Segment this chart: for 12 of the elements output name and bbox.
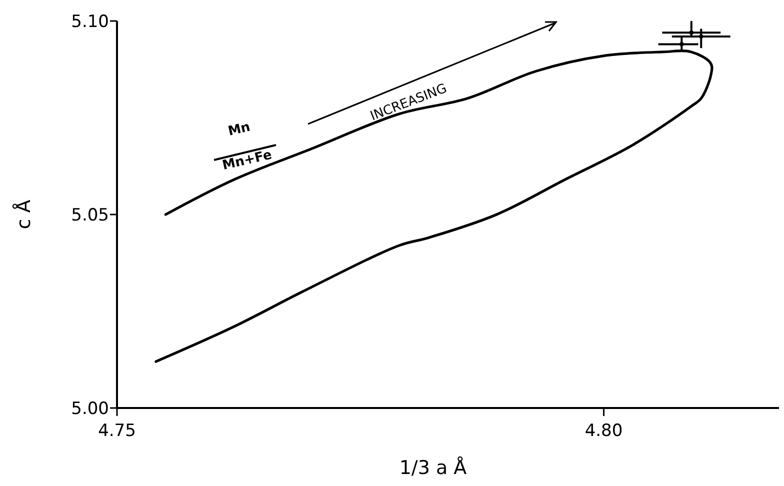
y-tick-label: 5.05 — [71, 205, 109, 226]
x-tick-label: 4.80 — [584, 421, 623, 441]
point — [698, 34, 704, 39]
annotation: Mn+Fe — [221, 148, 274, 174]
y-tick-label: 5.00 — [71, 398, 109, 419]
x-axis-title: 1/3 a Å — [399, 456, 467, 479]
x-tick-label: 4.75 — [98, 421, 136, 441]
y-tick-label: 5.10 — [71, 12, 109, 32]
point — [689, 30, 694, 35]
point — [679, 42, 684, 46]
annotation: Mn — [226, 120, 252, 140]
y-axis-title: c Å — [12, 200, 35, 230]
